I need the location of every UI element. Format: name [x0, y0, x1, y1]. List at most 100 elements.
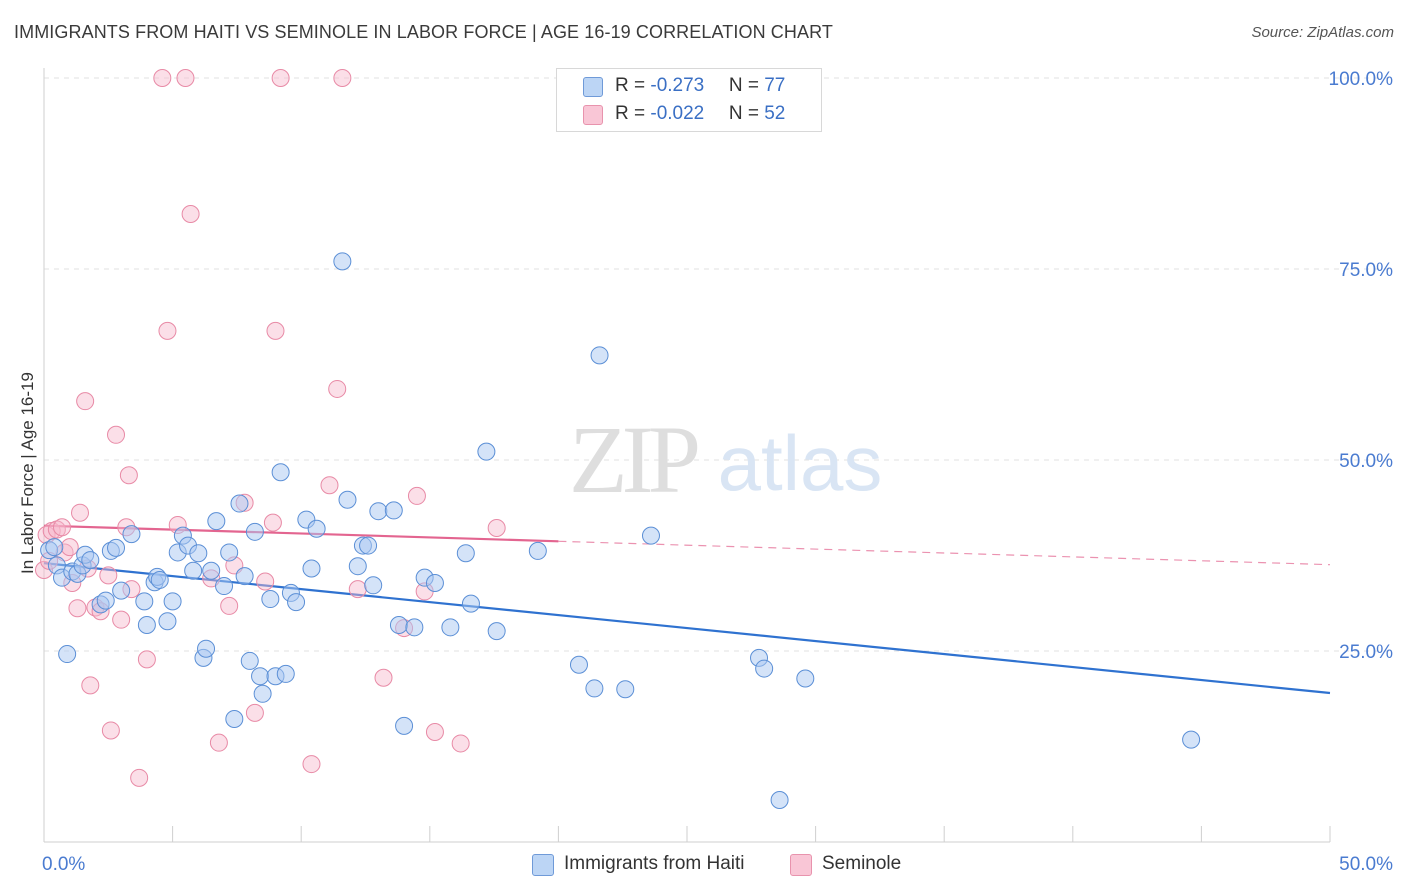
haiti-points: [40, 252, 1201, 809]
data-point-haiti: [251, 667, 270, 686]
y-tick-label: 50.0%: [1339, 451, 1393, 472]
data-point-haiti: [569, 655, 588, 674]
data-point-seminole: [153, 69, 172, 87]
data-point-haiti: [235, 567, 254, 586]
legend-r-value-haiti: -0.273: [650, 75, 705, 96]
data-point-haiti: [225, 709, 244, 728]
data-point-haiti: [348, 557, 367, 576]
data-point-haiti: [184, 561, 203, 580]
data-point-haiti: [616, 680, 635, 699]
legend-r-label: R =: [615, 103, 651, 124]
data-point-haiti: [364, 576, 383, 595]
axes: [43, 68, 1331, 843]
data-point-haiti: [359, 536, 378, 555]
data-point-seminole: [81, 676, 100, 695]
data-point-haiti: [302, 559, 321, 578]
data-point-seminole: [425, 722, 444, 741]
data-point-haiti: [163, 592, 182, 611]
data-point-seminole: [220, 596, 239, 615]
data-point-seminole: [245, 703, 264, 722]
legend-swatch-haiti: [583, 77, 603, 97]
watermark: ZIP atlas: [569, 406, 882, 513]
gridlines: [44, 77, 1392, 652]
data-point-haiti: [425, 574, 444, 593]
data-point-haiti: [796, 669, 815, 688]
data-point-seminole: [76, 392, 95, 411]
data-point-seminole: [107, 425, 126, 444]
data-point-seminole: [348, 580, 367, 599]
tick-labels: 25.0% 50.0% 75.0% 100.0% 0.0% 50.0%: [42, 69, 1393, 875]
data-point-haiti: [770, 790, 789, 809]
data-point-seminole: [407, 486, 426, 505]
data-point-seminole: [119, 466, 138, 485]
data-point-haiti: [487, 622, 506, 641]
data-point-seminole: [130, 768, 149, 787]
y-tick-label: 100.0%: [1329, 69, 1394, 90]
data-point-seminole: [320, 476, 339, 495]
data-point-haiti: [158, 612, 177, 631]
data-point-seminole: [256, 572, 275, 591]
data-point-haiti: [1182, 730, 1201, 749]
data-point-seminole: [53, 518, 72, 537]
data-point-haiti: [58, 645, 77, 664]
data-point-haiti: [202, 561, 221, 580]
data-point-haiti: [755, 659, 774, 678]
data-point-seminole: [181, 204, 200, 223]
data-point-haiti: [528, 541, 547, 560]
source-label: Source: ZipAtlas.com: [1251, 24, 1394, 41]
data-point-haiti: [253, 684, 272, 703]
data-point-haiti: [338, 490, 357, 509]
data-point-haiti: [271, 463, 290, 482]
data-point-seminole: [271, 69, 290, 87]
data-point-haiti: [230, 494, 249, 513]
data-point-haiti: [389, 616, 408, 635]
chart-title: IMMIGRANTS FROM HAITI VS SEMINOLE IN LAB…: [14, 22, 833, 42]
data-point-seminole: [302, 755, 321, 774]
data-point-haiti: [287, 593, 306, 612]
data-point-seminole: [71, 503, 90, 522]
data-point-haiti: [137, 616, 156, 635]
data-point-seminole: [374, 668, 393, 687]
data-point-haiti: [641, 526, 660, 545]
data-point-haiti: [395, 716, 414, 735]
data-point-haiti: [150, 570, 169, 589]
data-point-seminole: [209, 733, 228, 752]
data-point-haiti: [276, 664, 295, 683]
bottom-legend-swatch-seminole: [790, 854, 812, 876]
trend-line-haiti: [43, 562, 1331, 695]
legend-n-label: N =: [728, 103, 765, 124]
data-point-seminole: [68, 599, 87, 618]
data-point-haiti: [585, 679, 604, 698]
legend-r-label: R =: [615, 75, 651, 96]
legend-swatch-seminole: [583, 105, 603, 125]
x-tick-label: 50.0%: [1339, 854, 1393, 875]
bottom-legend-label-seminole: Seminole: [822, 853, 902, 874]
data-point-seminole: [333, 69, 352, 87]
data-point-haiti: [112, 581, 131, 600]
data-point-haiti: [240, 651, 259, 670]
data-point-haiti: [369, 502, 388, 521]
data-point-haiti: [477, 442, 496, 461]
data-point-haiti: [590, 346, 609, 365]
data-point-haiti: [245, 522, 264, 541]
bottom-legend-label-haiti: Immigrants from Haiti: [564, 853, 745, 874]
data-point-haiti: [96, 591, 115, 610]
bottom-legend-swatch-haiti: [532, 854, 554, 876]
data-point-haiti: [207, 512, 226, 531]
data-point-haiti: [384, 501, 403, 520]
watermark-zip: ZIP: [569, 406, 698, 513]
data-point-seminole: [266, 321, 285, 340]
data-point-haiti: [135, 592, 154, 611]
data-point-haiti: [456, 544, 475, 563]
data-point-seminole: [101, 721, 120, 740]
data-point-haiti: [220, 543, 239, 562]
data-point-seminole: [328, 379, 347, 398]
data-point-seminole: [137, 650, 156, 669]
y-tick-label: 25.0%: [1339, 642, 1393, 663]
legend-n-label: N =: [728, 75, 765, 96]
data-point-haiti: [307, 519, 326, 538]
data-point-haiti: [189, 544, 208, 563]
data-point-seminole: [158, 321, 177, 340]
data-point-haiti: [107, 538, 126, 557]
legend-n-value-haiti: 77: [764, 75, 786, 96]
